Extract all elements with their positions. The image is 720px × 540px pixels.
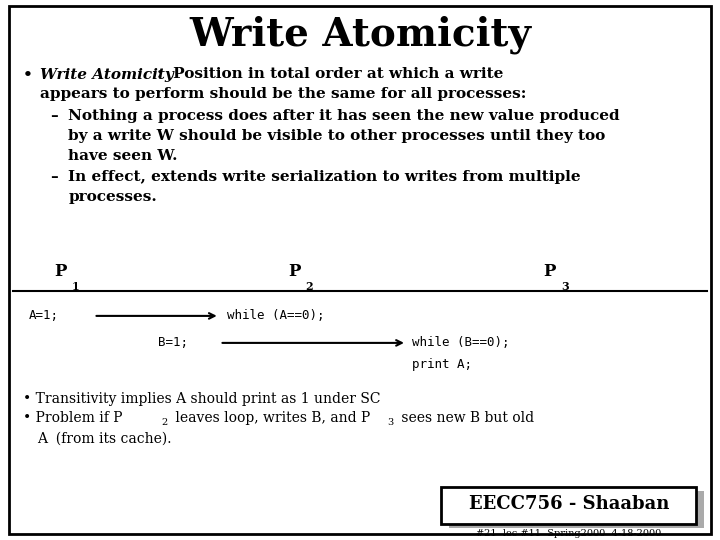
Text: • Problem if P: • Problem if P [23,411,122,426]
Text: P: P [544,263,556,280]
Text: #21  lec #11  Spring2000  4-18-2000: #21 lec #11 Spring2000 4-18-2000 [476,529,662,538]
Text: 2: 2 [161,418,168,427]
Text: B=1;: B=1; [158,336,189,349]
Text: while (A==0);: while (A==0); [227,309,324,322]
Text: :  Position in total order at which a write: : Position in total order at which a wri… [157,68,503,82]
Text: processes.: processes. [68,190,157,204]
Text: sees new B but old: sees new B but old [397,411,534,426]
Text: A=1;: A=1; [29,309,59,322]
Text: •: • [23,68,33,82]
Text: EECC756 - Shaaban: EECC756 - Shaaban [469,495,669,514]
FancyBboxPatch shape [441,487,696,524]
Text: 1: 1 [71,281,79,292]
Text: A  (from its cache).: A (from its cache). [37,432,172,446]
FancyBboxPatch shape [449,491,704,528]
Text: 3: 3 [561,281,569,292]
Text: Write Atomicity: Write Atomicity [40,68,174,82]
Text: print A;: print A; [412,358,472,371]
Text: • Transitivity implies A should print as 1 under SC: • Transitivity implies A should print as… [23,392,381,406]
Text: while (B==0);: while (B==0); [412,336,509,349]
Text: 2: 2 [305,281,313,292]
FancyBboxPatch shape [9,6,711,534]
Text: P: P [288,263,300,280]
Text: appears to perform should be the same for all processes:: appears to perform should be the same fo… [40,87,526,102]
Text: –: – [50,170,58,184]
Text: –: – [50,109,58,123]
Text: 3: 3 [387,418,394,427]
Text: Write Atomicity: Write Atomicity [189,16,531,55]
Text: leaves loop, writes B, and P: leaves loop, writes B, and P [171,411,370,426]
Text: In effect, extends write serialization to writes from multiple: In effect, extends write serialization t… [68,170,581,184]
Text: Nothing a process does after it has seen the new value produced: Nothing a process does after it has seen… [68,109,620,123]
Text: have seen W.: have seen W. [68,149,178,163]
Text: P: P [54,263,66,280]
Text: by a write W should be visible to other processes until they too: by a write W should be visible to other … [68,129,606,143]
